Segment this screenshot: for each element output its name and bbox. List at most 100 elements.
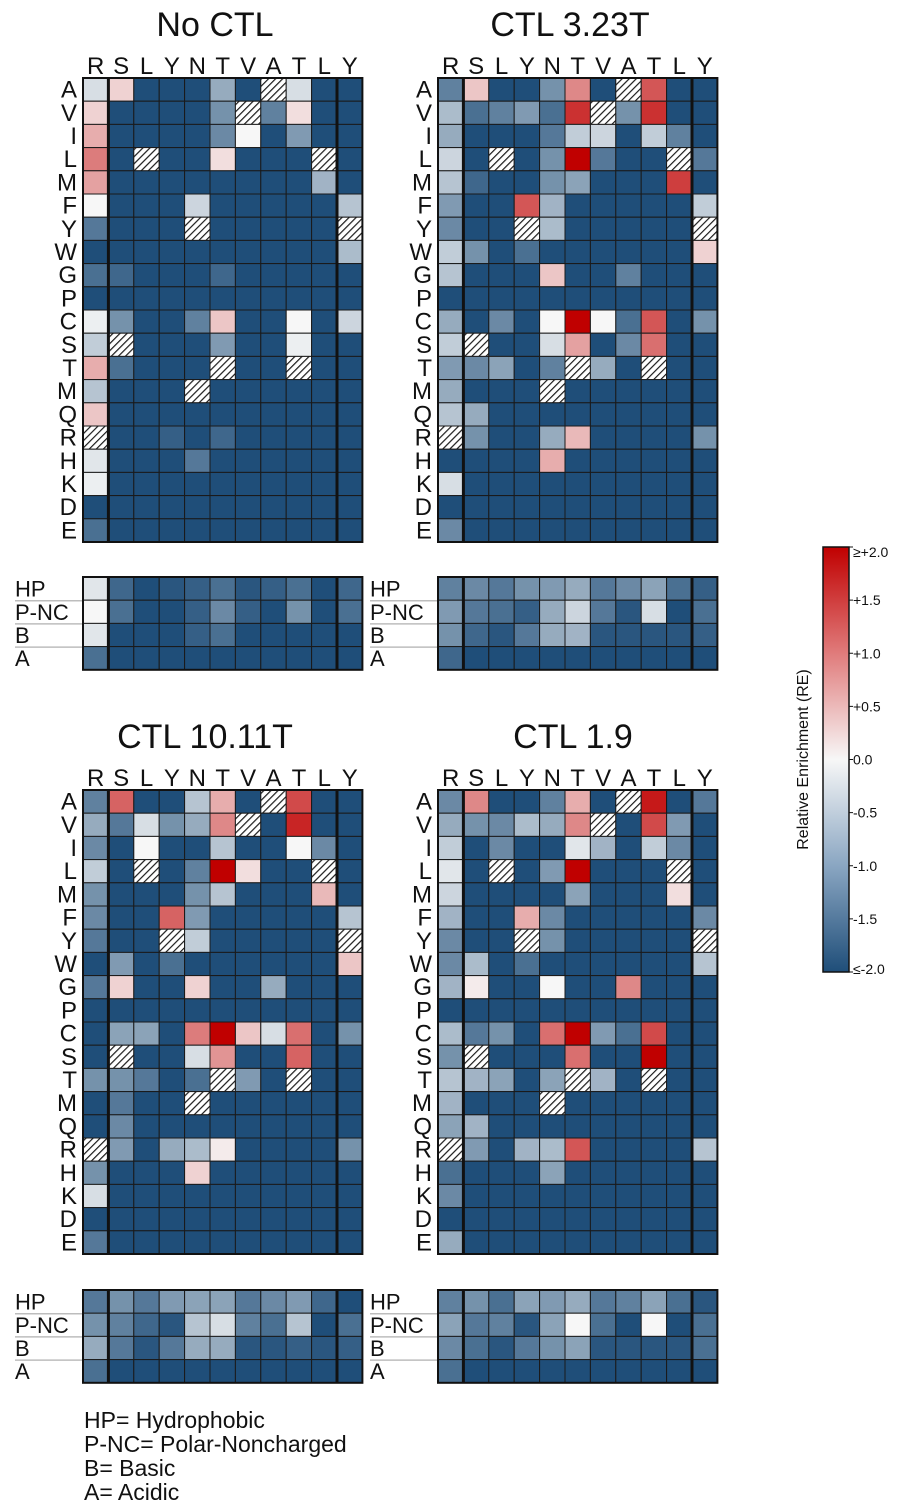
heatmap-cell: Q @ R1: 0.4	[82, 402, 109, 427]
heatmap-cell: L @ V7: -2	[589, 859, 617, 884]
column-label: A	[620, 765, 636, 792]
wild-type-cell: T @ T6: WT	[209, 355, 236, 381]
heatmap-cell: E @ A8: -2	[615, 1230, 642, 1255]
heatmap-cell: Q @ Y11: -2	[336, 1114, 363, 1139]
row-label: C	[60, 309, 77, 336]
heatmap-cell: R @ L3: -2	[488, 1137, 515, 1162]
heatmap-cell: Q @ T9: -2	[285, 402, 313, 427]
heatmap-cell: D @ T6: -2	[564, 1207, 591, 1232]
heatmap-cell: F @ T9: -2	[640, 193, 668, 218]
row-label: D	[415, 1206, 432, 1233]
group-cell: B @ Y11: -2	[336, 622, 363, 648]
heatmap-cell: M @ A8: -2	[260, 379, 287, 404]
wild-type-cell: Y @ Y11: WT	[336, 216, 363, 241]
group-cell: B @ S2: -1.5	[107, 1335, 135, 1361]
heatmap-cell: A @ S2: 1.2	[107, 789, 135, 814]
heatmap-cell: E @ S2: -2	[462, 518, 490, 543]
group-row-label: P-NC	[370, 600, 424, 625]
group-cell: A @ Y4: -2	[513, 646, 541, 671]
heatmap-cell: I @ N5: -2	[184, 123, 211, 149]
heatmap-cell: L @ S2: -2	[462, 147, 490, 172]
heatmap-cell: F @ V7: -2	[234, 193, 262, 218]
heatmap-cell: S @ R1: -2	[82, 1044, 109, 1069]
heatmap-cell: W @ N5: -2	[539, 239, 566, 265]
heatmap-cell: M @ A8: -2	[615, 379, 642, 404]
heatmap-cell: W @ A8: -2	[260, 951, 287, 977]
heatmap-cell: C @ V7: 0	[589, 309, 617, 334]
heatmap-cell: K @ T9: -2	[285, 1183, 313, 1209]
heatmap-cell: L @ A8: -2	[615, 147, 642, 172]
heatmap-cell: A @ L3: -2	[133, 789, 160, 814]
heatmap-cell: M @ R1: -1.2	[82, 882, 109, 907]
heatmap-cell: F @ V7: -2	[234, 905, 262, 930]
row-label: L	[64, 858, 77, 885]
heatmap-cell: V @ A8: -2	[615, 812, 642, 837]
heatmap-cell: P @ Y4: -2	[158, 998, 186, 1023]
heatmap-cell: M @ Y11: -2	[336, 1091, 363, 1116]
heatmap-cell: H @ A8: -2	[615, 448, 642, 473]
heatmap-cell: Q @ T9: -2	[640, 402, 668, 427]
heatmap-cell: Q @ A8: -2	[260, 1114, 287, 1139]
heatmap-cell: L @ T6: 0.2	[209, 147, 236, 172]
group-cell: B @ Y11: -1.6	[691, 1335, 718, 1361]
heatmap-cell: P @ A8: -2	[615, 998, 642, 1023]
row-label: I	[70, 835, 77, 862]
heatmap-cell: W @ Y4: -1.6	[513, 951, 541, 977]
heatmap-cell: M @ L3: -2	[133, 1091, 160, 1116]
group-cell: P-NC @ V7: -1.4	[234, 1312, 262, 1337]
heatmap-cell: F @ T6: -2	[209, 193, 236, 218]
heatmap-cell: G @ V7: -2	[234, 975, 262, 1000]
heatmap-cell: P @ T6: -2	[564, 286, 591, 311]
heatmap-cell: V @ T9: 0.2	[285, 100, 313, 125]
row-label: H	[415, 448, 432, 475]
group-cell: HP @ V7: -1.5	[589, 576, 617, 601]
heatmap-cell: T @ A8: -2	[615, 1067, 642, 1093]
heatmap-cell: E @ V7: -2	[589, 518, 617, 543]
heatmap-cell: A @ S2: 0.4	[462, 77, 490, 102]
row-label: H	[415, 1160, 432, 1187]
heatmap-cell: L @ S2: -2	[107, 859, 135, 884]
heatmap-cell: F @ L10: -2	[666, 193, 693, 218]
heatmap-cell: M @ T6: -2	[209, 1091, 236, 1116]
heatmap-cell: L @ Y4: -2	[158, 147, 186, 172]
heatmap-cell: R @ Y4: -0.8	[513, 1137, 541, 1162]
heatmap-cell: P @ L10: -2	[311, 286, 338, 311]
heatmap-cell: K @ S2: -2	[107, 471, 135, 497]
heatmap-cell: S @ V7: -2	[234, 332, 262, 357]
heatmap-cell: H @ T6: -2	[564, 1160, 591, 1185]
wild-type-cell: S @ S2: WT	[462, 332, 490, 357]
heatmap-cell: S @ T9: 1.1	[640, 332, 668, 357]
heatmap-cell: T @ L10: -2	[666, 355, 693, 381]
heatmap-cell: E @ T6: -2	[209, 518, 236, 543]
heatmap-cell: P @ L3: -2	[133, 998, 160, 1023]
column-label: T	[647, 53, 662, 80]
heatmap-cell: H @ V7: -2	[589, 448, 617, 473]
heatmap-cell: Y @ T9: -2	[640, 928, 668, 953]
heatmap-cell: P @ S2: -2	[107, 286, 135, 311]
heatmap-cell: F @ T6: -2	[564, 193, 591, 218]
group-cell: B @ A8: -1.9	[260, 1335, 287, 1361]
row-label: Q	[58, 401, 77, 428]
heatmap-cell: C @ A8: -1.6	[615, 1021, 642, 1046]
column-label: Y	[519, 765, 535, 792]
heatmap-cell: M @ L10: -2	[666, 379, 693, 404]
column-label: T	[292, 53, 307, 80]
colorbar-tick-label: ≥+2.0	[853, 544, 889, 560]
group-cell: HP @ Y11: -1.7	[336, 576, 363, 601]
heatmap-cell: G @ R1: -1.5	[82, 975, 109, 1000]
group-cell: A @ Y4: -2	[513, 1359, 541, 1384]
group-cell: HP @ T6: -0.9	[564, 576, 591, 601]
heatmap-cell: S @ A8: -1.3	[615, 332, 642, 357]
heatmap-cell: E @ T9: -2	[640, 1230, 668, 1255]
heatmap-cell: I @ Y4: -2	[513, 835, 541, 861]
wild-type-cell: V @ V7: WT	[589, 812, 617, 837]
heatmap-cell: I @ A8: -2	[260, 835, 287, 861]
heatmap-cell: M @ S2: -2	[462, 379, 490, 404]
wild-type-cell: Y @ Y11: WT	[691, 216, 718, 241]
row-label: L	[419, 858, 432, 885]
heatmap-cell: V @ L10: -1.1	[666, 812, 693, 837]
heatmap-cell: H @ Y4: -2	[513, 448, 541, 473]
group-cell: B @ T9: -1.8	[285, 1335, 313, 1361]
heatmap-cell: E @ T9: -2	[285, 1230, 313, 1255]
group-cell: B @ V7: -2	[234, 622, 262, 648]
